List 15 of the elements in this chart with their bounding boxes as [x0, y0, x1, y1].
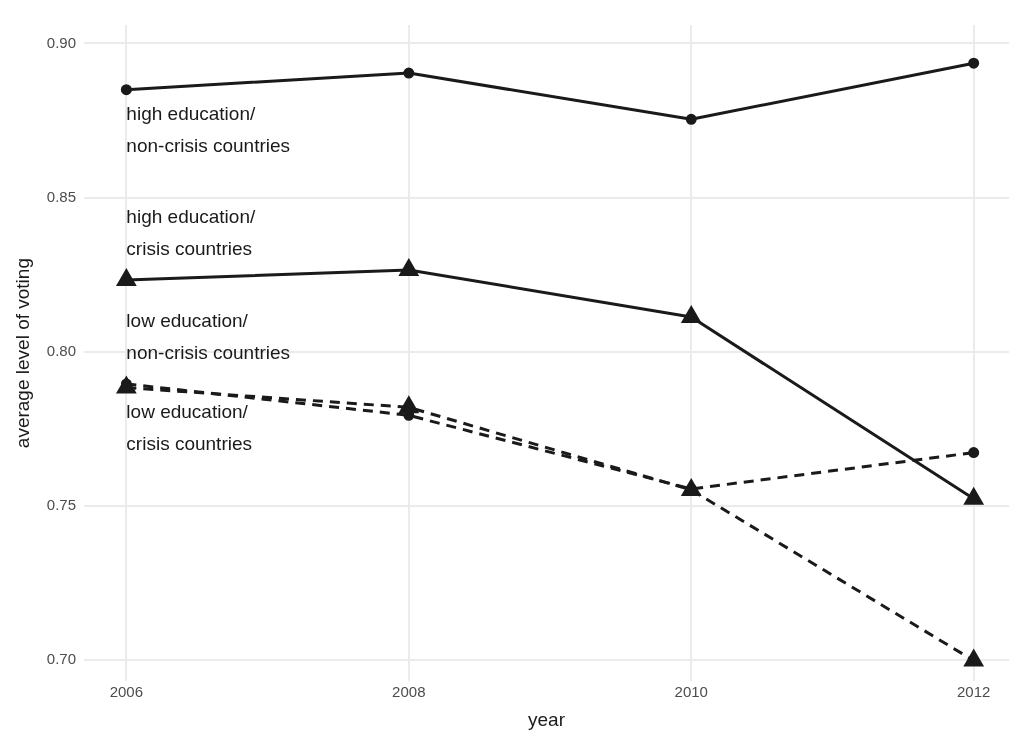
- y-tick-label: 0.75: [46, 495, 76, 513]
- series-label: low education/ non-crisis countries: [126, 309, 291, 363]
- y-tick-label: 0.85: [46, 187, 76, 205]
- x-tick-label: 2010: [674, 683, 708, 701]
- y-axis-title: average level of voting: [11, 258, 33, 449]
- x-tick-label: 2006: [109, 683, 144, 701]
- y-tick-label: 0.80: [46, 341, 76, 359]
- series-label: high education/ non-crisis countries: [126, 103, 291, 157]
- x-tick-label: 2012: [957, 683, 991, 701]
- y-tick-label: 0.70: [46, 649, 76, 667]
- x-tick-label: 2008: [392, 683, 426, 701]
- series-label: low education/ crisis countries: [126, 401, 253, 455]
- x-axis-title: year: [528, 708, 566, 730]
- series-label: high education/ crisis countries: [126, 205, 256, 259]
- y-tick-label: 0.90: [46, 33, 76, 51]
